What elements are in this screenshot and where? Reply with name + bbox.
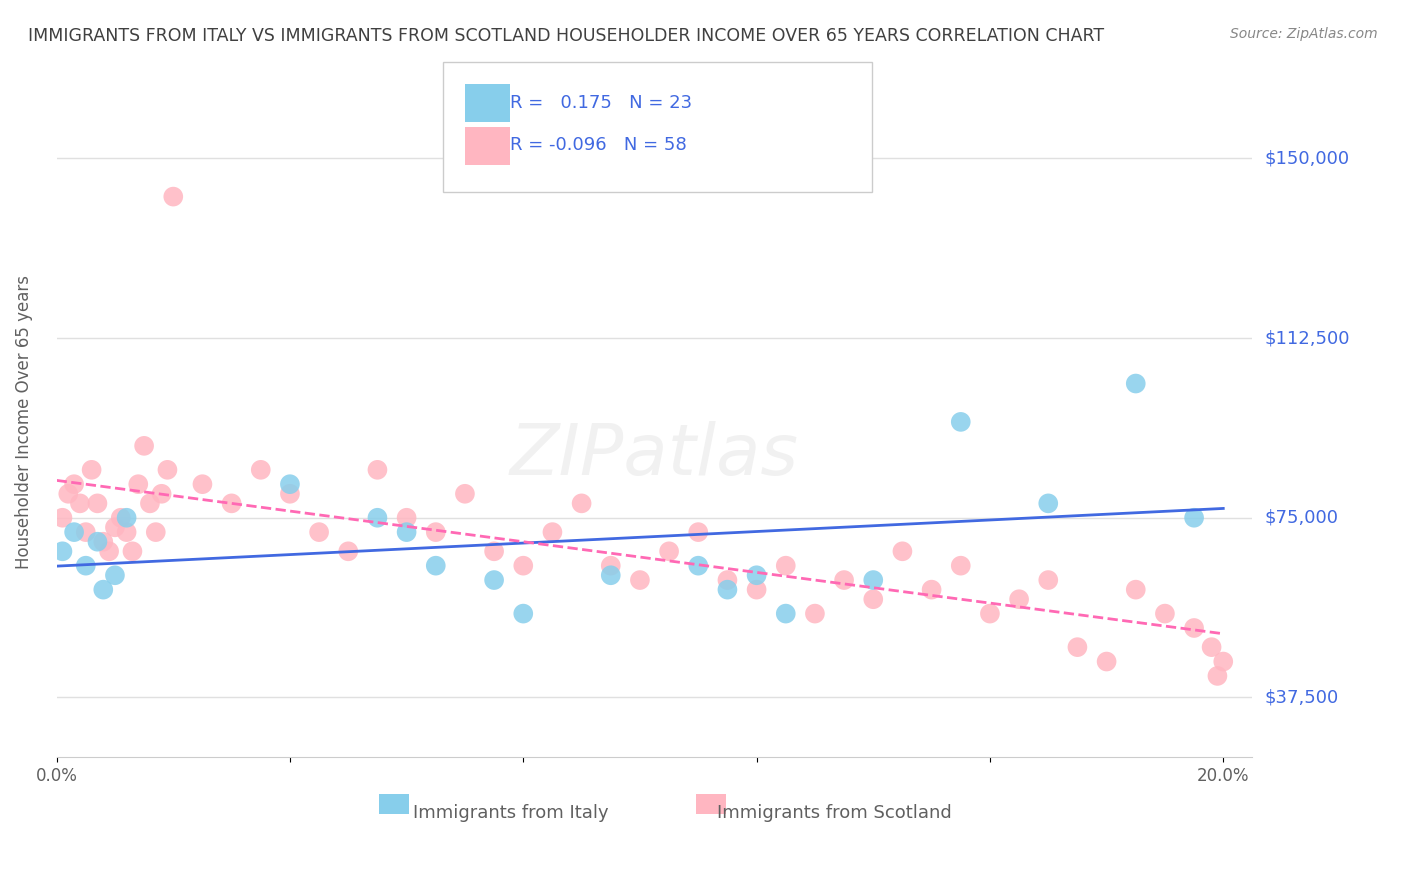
Point [278,487,301,501]
Point [80,463,103,477]
Point [512,558,534,573]
Point [688,558,710,573]
FancyBboxPatch shape [696,794,727,814]
Text: $37,500: $37,500 [1264,689,1339,706]
Point [832,573,855,587]
Point [1154,607,1177,621]
Point [115,525,138,540]
Point [1125,582,1147,597]
Point [395,510,418,524]
Text: Immigrants from Scotland: Immigrants from Scotland [717,805,952,822]
Point [1038,496,1060,510]
Point [745,568,768,582]
Point [599,558,621,573]
Point [949,558,972,573]
Point [63,477,86,491]
Point [132,439,155,453]
Y-axis label: Householder Income Over 65 years: Householder Income Over 65 years [15,275,32,569]
Point [716,573,738,587]
Point [75,558,97,573]
Point [1206,669,1229,683]
Text: $75,000: $75,000 [1264,508,1339,527]
Point [949,415,972,429]
Text: $150,000: $150,000 [1264,149,1350,168]
Point [86,496,108,510]
Point [454,487,477,501]
Point [150,487,173,501]
Text: R =   0.175   N = 23: R = 0.175 N = 23 [510,94,693,112]
FancyBboxPatch shape [380,794,409,814]
Point [156,463,179,477]
Point [1201,640,1223,655]
Point [658,544,681,558]
Point [51,510,73,524]
Point [121,544,143,558]
Text: IMMIGRANTS FROM ITALY VS IMMIGRANTS FROM SCOTLAND HOUSEHOLDER INCOME OVER 65 YEA: IMMIGRANTS FROM ITALY VS IMMIGRANTS FROM… [28,27,1104,45]
Point [716,582,738,597]
Point [1182,621,1205,635]
Point [63,525,86,540]
Point [775,558,797,573]
Point [1095,655,1118,669]
Point [862,573,884,587]
Point [482,544,505,558]
Text: Immigrants from Italy: Immigrants from Italy [413,805,609,822]
Point [1125,376,1147,391]
Point [127,477,149,491]
Point [1066,640,1088,655]
Point [1038,573,1060,587]
Point [366,463,388,477]
Point [104,520,127,534]
Point [58,487,80,501]
Point [75,525,97,540]
Text: Source: ZipAtlas.com: Source: ZipAtlas.com [1230,27,1378,41]
Point [337,544,360,558]
Point [308,525,330,540]
Point [162,189,184,203]
Point [145,525,167,540]
Point [862,592,884,607]
Point [425,558,447,573]
Point [804,607,827,621]
Point [921,582,943,597]
Point [91,582,114,597]
Point [86,534,108,549]
Point [599,568,621,582]
Point [115,510,138,524]
Point [1182,510,1205,524]
Point [69,496,91,510]
Point [745,582,768,597]
Text: ZIPatlas: ZIPatlas [510,421,799,490]
Point [891,544,914,558]
Point [775,607,797,621]
Point [139,496,162,510]
Point [541,525,564,540]
Point [98,544,121,558]
Point [688,525,710,540]
Point [278,477,301,491]
Point [366,510,388,524]
Point [249,463,271,477]
Point [51,544,73,558]
Point [395,525,418,540]
Point [482,573,505,587]
Point [1212,655,1234,669]
Point [1008,592,1031,607]
Point [512,607,534,621]
Point [628,573,651,587]
Point [221,496,243,510]
Point [425,525,447,540]
Text: $112,500: $112,500 [1264,329,1350,347]
Point [191,477,214,491]
Point [571,496,593,510]
Text: R = -0.096   N = 58: R = -0.096 N = 58 [510,136,688,154]
Point [91,534,114,549]
Point [104,568,127,582]
Point [110,510,132,524]
Point [979,607,1001,621]
